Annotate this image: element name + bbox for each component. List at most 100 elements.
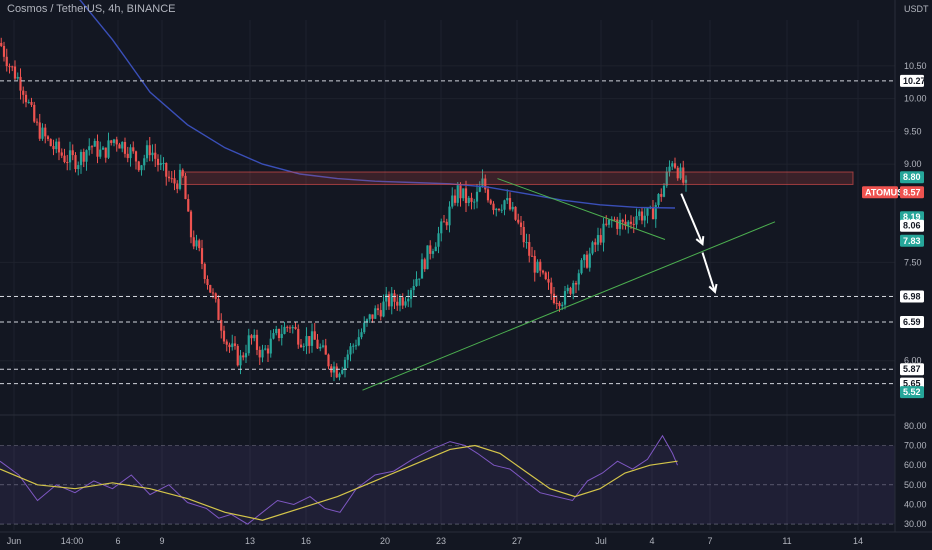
rsi-tick-label: 60.00 bbox=[904, 460, 927, 470]
time-label: 14:00 bbox=[61, 536, 84, 546]
chart-title: Cosmos / TetherUS, 4h, BINANCE bbox=[7, 3, 176, 15]
candle bbox=[123, 141, 127, 154]
candle bbox=[404, 301, 407, 306]
candle bbox=[244, 353, 248, 358]
candle bbox=[638, 211, 641, 217]
candle bbox=[195, 240, 198, 247]
candle bbox=[632, 223, 635, 225]
candle bbox=[616, 219, 619, 229]
rsi-tick-label: 70.00 bbox=[904, 441, 927, 451]
price-tag bbox=[900, 290, 924, 303]
candle bbox=[492, 203, 495, 211]
rsi-axis[interactable]: 80.00 70.00 60.00 50.00 40.00 30.00 bbox=[904, 421, 927, 529]
candle bbox=[459, 185, 462, 199]
price-tag-label: 6.98 bbox=[903, 291, 921, 301]
candle bbox=[561, 304, 564, 307]
candle bbox=[140, 165, 143, 171]
candle bbox=[126, 153, 129, 159]
price-tag-label: 7.83 bbox=[903, 236, 921, 246]
time-label: 20 bbox=[380, 536, 390, 546]
candle bbox=[635, 216, 638, 225]
candle bbox=[511, 206, 514, 210]
candle bbox=[613, 219, 616, 221]
candle bbox=[627, 221, 630, 226]
candle bbox=[316, 339, 319, 349]
time-label: 4 bbox=[649, 536, 654, 546]
trendline bbox=[362, 221, 776, 391]
candle bbox=[277, 328, 281, 339]
candle bbox=[189, 211, 193, 238]
candle bbox=[71, 150, 74, 156]
candle bbox=[558, 303, 561, 307]
candle bbox=[382, 301, 385, 317]
candle bbox=[346, 354, 349, 360]
candle bbox=[522, 226, 525, 243]
candle bbox=[357, 337, 360, 346]
candle bbox=[514, 206, 517, 220]
price-tag bbox=[900, 316, 924, 329]
candle bbox=[519, 222, 523, 227]
candle bbox=[591, 242, 594, 254]
candle bbox=[431, 251, 435, 254]
candle bbox=[489, 200, 492, 204]
candle bbox=[0, 42, 3, 46]
time-label: 11 bbox=[782, 536, 791, 546]
trendlines bbox=[362, 178, 776, 391]
candle bbox=[352, 345, 355, 347]
candle bbox=[577, 273, 580, 285]
candle bbox=[283, 326, 286, 334]
candle bbox=[580, 260, 583, 274]
candle bbox=[594, 242, 597, 245]
candle bbox=[310, 331, 314, 346]
candle bbox=[55, 141, 58, 150]
price-tick-label: 7.50 bbox=[904, 257, 922, 267]
price-tick-label: 10.50 bbox=[904, 61, 927, 71]
candle bbox=[665, 171, 668, 186]
candle bbox=[305, 336, 308, 347]
candle bbox=[486, 189, 490, 201]
candle bbox=[327, 354, 330, 367]
candle bbox=[121, 141, 124, 149]
candle bbox=[52, 146, 55, 150]
candle bbox=[365, 319, 369, 323]
candle bbox=[96, 140, 99, 157]
candle bbox=[233, 343, 237, 346]
candle bbox=[541, 270, 545, 273]
candle bbox=[662, 185, 666, 197]
candle bbox=[236, 345, 239, 366]
candle bbox=[530, 255, 534, 257]
price-tag-label: 10.27 bbox=[903, 76, 926, 86]
time-axis[interactable]: Jun 14:00 6 9 13 16 20 23 27 Jul 4 7 11 14 bbox=[7, 536, 863, 546]
rsi-tick-label: 30.00 bbox=[904, 519, 927, 529]
candle bbox=[396, 301, 399, 306]
candle bbox=[569, 287, 572, 294]
candle bbox=[448, 206, 451, 226]
candle bbox=[107, 140, 110, 158]
candle bbox=[418, 278, 421, 280]
candle bbox=[57, 141, 61, 153]
candle bbox=[38, 122, 41, 139]
candle bbox=[2, 45, 6, 57]
candle bbox=[360, 332, 363, 338]
candle bbox=[475, 191, 479, 202]
candle bbox=[660, 194, 663, 197]
price-tag-label: 6.59 bbox=[903, 317, 921, 327]
candle bbox=[258, 349, 261, 358]
candle bbox=[621, 219, 624, 222]
resistance-zone bbox=[180, 171, 854, 185]
candle bbox=[533, 256, 536, 273]
time-label: Jul bbox=[595, 536, 607, 546]
candle bbox=[184, 175, 187, 200]
candle bbox=[286, 326, 289, 328]
candle bbox=[239, 355, 242, 366]
candle bbox=[525, 242, 528, 244]
candle bbox=[77, 165, 80, 170]
candle bbox=[88, 146, 91, 151]
candle bbox=[423, 259, 426, 270]
candle bbox=[341, 369, 344, 374]
candle bbox=[13, 66, 17, 79]
price-tag-label: 8.06 bbox=[903, 221, 921, 231]
candle bbox=[192, 237, 195, 247]
candle bbox=[313, 331, 316, 340]
